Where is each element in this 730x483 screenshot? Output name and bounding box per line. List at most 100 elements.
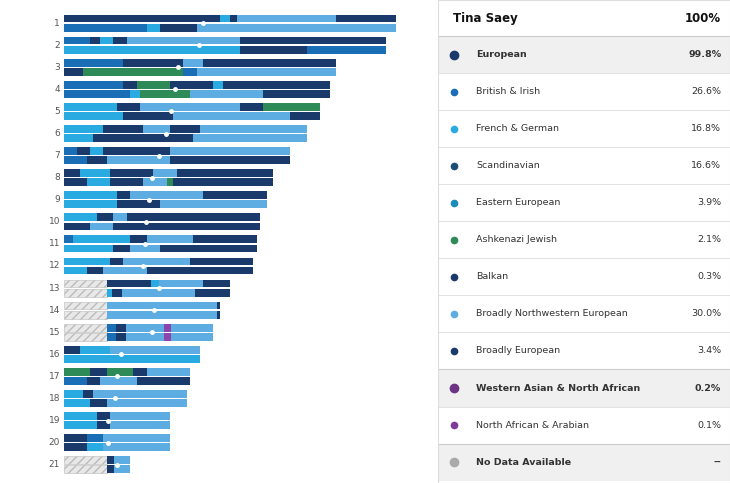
Text: 14: 14 [49, 306, 60, 314]
Bar [123, 81, 137, 89]
Bar [204, 59, 337, 67]
Text: 8: 8 [54, 173, 60, 182]
Bar [64, 280, 107, 287]
Bar [64, 103, 117, 111]
Bar [64, 191, 117, 199]
Bar [64, 311, 107, 319]
Bar [130, 191, 204, 199]
Bar [90, 37, 100, 44]
Bar [223, 81, 330, 89]
Bar [237, 14, 337, 22]
Text: 3.9%: 3.9% [697, 199, 721, 207]
Bar [64, 169, 80, 177]
Text: 11: 11 [48, 240, 60, 248]
Bar [107, 456, 114, 464]
Bar [127, 213, 260, 221]
Bar [213, 81, 223, 89]
Bar [100, 377, 137, 385]
Bar [64, 223, 90, 230]
Text: 21: 21 [49, 460, 60, 469]
Text: 16.6%: 16.6% [691, 161, 721, 170]
Text: 30.0%: 30.0% [691, 310, 721, 318]
Text: Western Asian & North African: Western Asian & North African [476, 384, 640, 393]
Bar [110, 257, 123, 265]
Bar [173, 112, 290, 120]
Text: 17: 17 [48, 372, 60, 381]
Bar [107, 399, 187, 407]
Bar [107, 311, 217, 319]
Bar [134, 368, 147, 376]
Bar [64, 14, 220, 22]
Bar [64, 456, 107, 464]
Bar [87, 156, 107, 164]
Text: Tina Saey: Tina Saey [453, 12, 518, 25]
Text: 19: 19 [48, 416, 60, 425]
Bar [112, 289, 122, 297]
Bar [64, 68, 83, 76]
Bar [110, 169, 153, 177]
Bar [240, 37, 386, 44]
Bar [147, 236, 193, 243]
Text: 0.1%: 0.1% [697, 421, 721, 429]
Text: 16.8%: 16.8% [691, 124, 721, 133]
Text: 99.8%: 99.8% [688, 50, 721, 59]
Bar [64, 112, 123, 120]
Bar [90, 368, 107, 376]
Text: Broadly European: Broadly European [476, 346, 560, 355]
Bar [64, 333, 107, 341]
Bar [204, 191, 266, 199]
Bar [64, 134, 93, 142]
Text: 100%: 100% [685, 12, 721, 25]
Text: 7: 7 [54, 151, 60, 160]
Bar [64, 466, 107, 473]
Text: North African & Arabian: North African & Arabian [476, 421, 589, 429]
Bar [113, 244, 130, 252]
Bar [200, 125, 307, 133]
Bar [116, 333, 126, 341]
Bar [104, 147, 170, 155]
Bar [110, 412, 170, 420]
Bar [87, 443, 104, 451]
Bar [307, 46, 386, 54]
Bar [64, 257, 110, 265]
Bar [110, 178, 143, 186]
Bar [217, 302, 220, 310]
Bar [104, 434, 170, 442]
Bar [230, 14, 237, 22]
Text: 2: 2 [54, 41, 60, 50]
Bar [171, 333, 213, 341]
Bar [107, 156, 170, 164]
Bar [196, 289, 230, 297]
Bar [177, 169, 273, 177]
Text: Broadly Northwestern European: Broadly Northwestern European [476, 310, 628, 318]
Bar [193, 134, 307, 142]
Bar [438, 36, 730, 73]
Bar [137, 81, 170, 89]
Bar [64, 443, 87, 451]
Bar [143, 178, 166, 186]
Bar [113, 223, 260, 230]
Bar [93, 134, 193, 142]
Bar [240, 103, 264, 111]
Bar [90, 399, 107, 407]
Text: 12: 12 [49, 261, 60, 270]
Bar [170, 125, 200, 133]
Bar [114, 466, 130, 473]
Text: No Data Available: No Data Available [476, 457, 571, 467]
Bar [64, 200, 117, 208]
Bar [183, 59, 204, 67]
Bar [64, 125, 104, 133]
Bar [64, 156, 87, 164]
Bar [64, 178, 87, 186]
Bar [196, 68, 337, 76]
Bar [64, 346, 80, 354]
Bar [123, 59, 183, 67]
Bar [97, 213, 113, 221]
Bar [171, 324, 213, 331]
Bar [170, 147, 290, 155]
Bar [64, 90, 130, 98]
Bar [130, 244, 160, 252]
Bar [337, 14, 396, 22]
Bar [164, 324, 171, 331]
Bar [196, 24, 396, 31]
